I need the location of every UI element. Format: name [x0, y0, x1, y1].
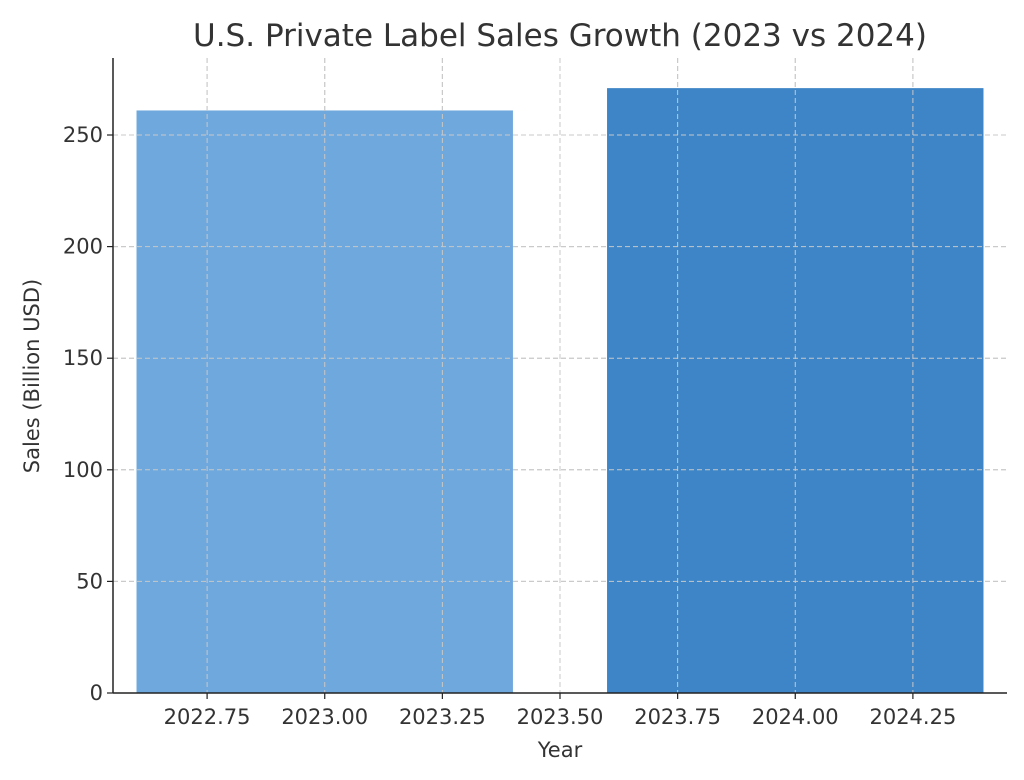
- y-tick-label: 200: [63, 235, 103, 259]
- x-tick-label: 2023.75: [634, 705, 721, 729]
- x-tick-label: 2024.25: [869, 705, 956, 729]
- x-tick-label: 2024.00: [752, 705, 839, 729]
- x-axis-label: Year: [537, 738, 583, 762]
- x-tick-label: 2023.50: [517, 705, 604, 729]
- x-tick-label: 2023.25: [399, 705, 486, 729]
- y-tick-label: 250: [63, 123, 103, 147]
- y-tick-label: 150: [63, 346, 103, 370]
- x-tick-label: 2022.75: [164, 705, 251, 729]
- chart-title: U.S. Private Label Sales Growth (2023 vs…: [193, 18, 927, 54]
- y-axis-label: Sales (Billion USD): [20, 279, 44, 473]
- y-axis-ticks: 0 50 100 150 200 250: [63, 123, 113, 705]
- y-tick-label: 100: [63, 458, 103, 482]
- x-axis-ticks: 2022.75 2023.00 2023.25 2023.50 2023.75 2024.…: [164, 693, 956, 729]
- y-tick-label: 0: [90, 681, 103, 705]
- y-tick-label: 50: [76, 569, 103, 593]
- x-tick-label: 2023.00: [281, 705, 368, 729]
- grid-overlay: [113, 58, 1007, 693]
